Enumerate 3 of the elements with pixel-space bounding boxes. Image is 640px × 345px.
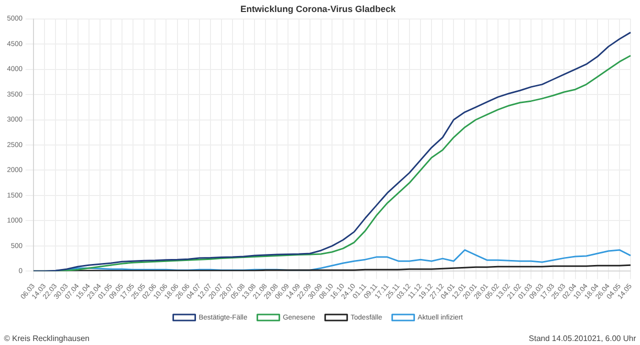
text: © Kreis Recklinghausen (4, 334, 90, 344)
chart-title: Entwicklung Corona-Virus Gladbeck (240, 4, 397, 14)
text: Stand 14.05.201021, 6.00 Uhr (528, 334, 636, 344)
